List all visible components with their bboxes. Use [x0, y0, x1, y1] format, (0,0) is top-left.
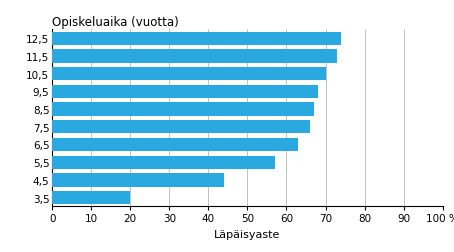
Bar: [52, 174, 224, 187]
Bar: [52, 156, 275, 169]
Bar: [52, 50, 337, 63]
X-axis label: Läpäisyaste: Läpäisyaste: [214, 229, 281, 239]
Bar: [52, 85, 318, 99]
Bar: [52, 33, 341, 46]
Bar: [52, 121, 310, 134]
Text: Opiskeluaika (vuotta): Opiskeluaika (vuotta): [52, 16, 179, 29]
Bar: [52, 191, 130, 204]
Bar: [52, 103, 314, 116]
Bar: [52, 138, 298, 151]
Bar: [52, 68, 326, 81]
